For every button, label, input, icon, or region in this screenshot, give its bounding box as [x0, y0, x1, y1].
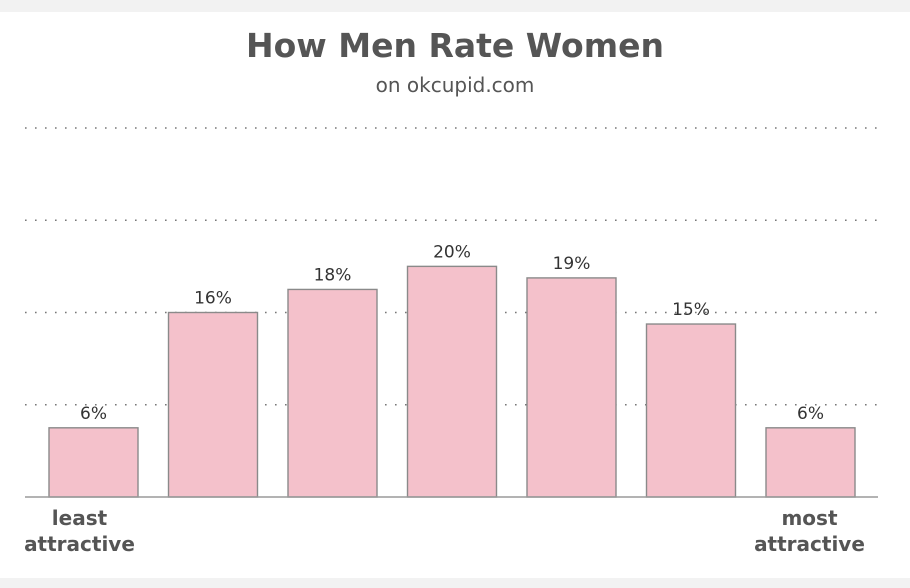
- data-label: 19%: [553, 254, 591, 274]
- x-axis-label-line: attractive: [754, 532, 865, 556]
- data-label: 15%: [672, 300, 710, 320]
- x-axis-label-least-attractive: least attractive: [22, 505, 137, 557]
- data-label: 6%: [80, 404, 107, 424]
- bar: [406, 265, 498, 498]
- bar: [287, 288, 378, 498]
- chart-title: How Men Rate Women: [246, 26, 664, 65]
- bar: [526, 277, 617, 498]
- bar: [765, 427, 856, 498]
- bar-chart: 6% 16% 18% 20% 19% 15% 6%: [25, 127, 878, 498]
- data-label: 20%: [433, 242, 471, 262]
- chart-subtitle: on okcupid.com: [375, 73, 535, 97]
- data-label: 18%: [314, 265, 352, 285]
- bar: [645, 323, 737, 498]
- bar: [167, 311, 259, 498]
- x-axis-label-line: attractive: [24, 532, 135, 556]
- x-axis-label-line: most: [781, 506, 838, 530]
- chart-frame: How Men Rate Women on okcupid.com 6% 16% 1…: [0, 12, 910, 578]
- data-label: 16%: [194, 289, 232, 309]
- data-label: 6%: [797, 404, 824, 424]
- bar: [48, 427, 139, 498]
- x-axis-label-line: least: [51, 506, 108, 530]
- x-axis-label-most-attractive: most attractive: [752, 505, 867, 557]
